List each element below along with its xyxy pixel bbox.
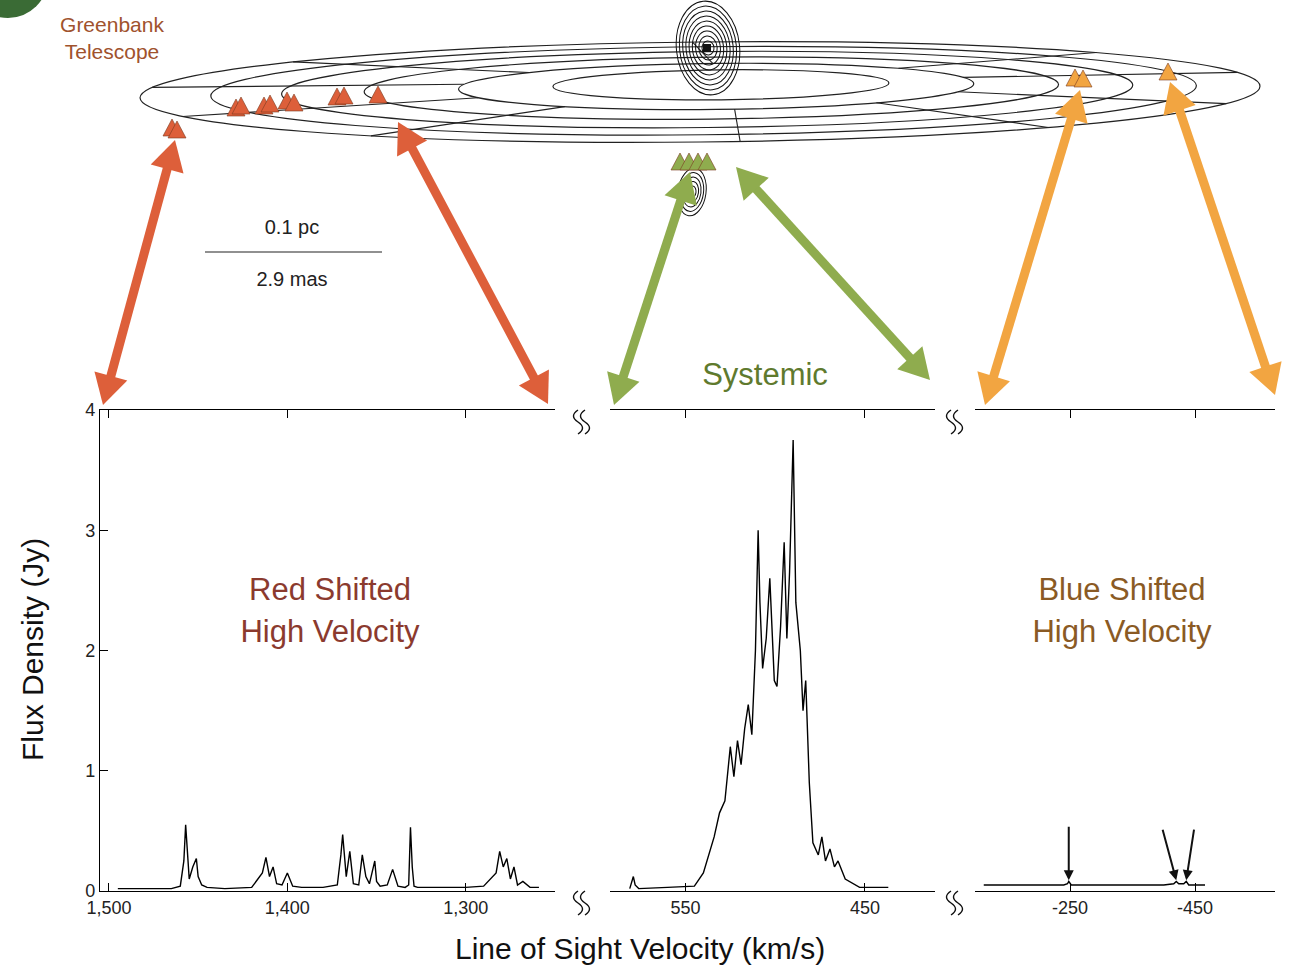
svg-text:1,400: 1,400 [265,898,310,918]
svg-text:Telescope: Telescope [65,40,160,63]
svg-text:550: 550 [670,898,700,918]
svg-text:1,500: 1,500 [86,898,131,918]
svg-text:Red Shifted: Red Shifted [249,572,411,607]
svg-text:4: 4 [85,400,95,420]
svg-text:Flux Density (Jy): Flux Density (Jy) [16,538,49,761]
svg-text:Blue Shifted: Blue Shifted [1038,572,1205,607]
svg-text:Line of Sight Velocity (km/s): Line of Sight Velocity (km/s) [455,932,825,965]
svg-text:2: 2 [85,641,95,661]
svg-text:1: 1 [85,761,95,781]
svg-text:Systemic: Systemic [702,357,828,392]
svg-text:0.1 pc: 0.1 pc [265,216,319,238]
svg-text:1,300: 1,300 [443,898,488,918]
svg-text:High Velocity: High Velocity [240,614,420,649]
svg-text:Greenbank: Greenbank [60,13,164,36]
svg-text:-450: -450 [1177,898,1213,918]
svg-text:2.9 mas: 2.9 mas [256,268,327,290]
svg-text:450: 450 [850,898,880,918]
svg-text:High Velocity: High Velocity [1032,614,1212,649]
svg-text:3: 3 [85,521,95,541]
svg-text:0: 0 [85,881,95,901]
svg-text:-250: -250 [1052,898,1088,918]
